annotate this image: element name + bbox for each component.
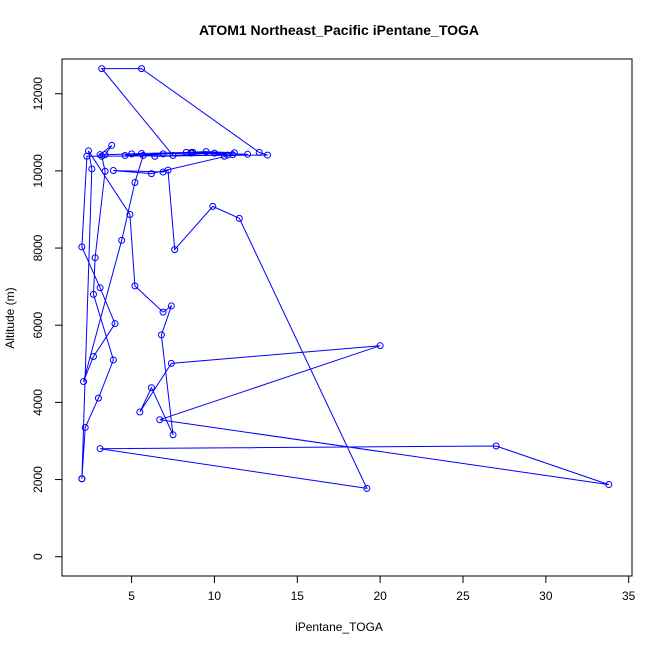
data-point <box>363 484 371 492</box>
data-point <box>136 408 144 416</box>
data-point <box>101 151 109 159</box>
data-point <box>91 254 99 262</box>
data-point <box>89 290 97 298</box>
y-tick-label: 0 <box>31 553 45 560</box>
data-point <box>164 166 172 174</box>
x-tick-label: 20 <box>373 589 387 603</box>
x-tick-label: 25 <box>456 589 470 603</box>
data-point <box>111 320 119 328</box>
data-point <box>139 151 147 159</box>
data-point <box>108 141 116 149</box>
data-point <box>131 282 139 290</box>
y-axis: 0 2000 4000 6000 8000 10000 12000 <box>31 77 63 560</box>
y-axis-label: Altitude (m) <box>3 287 17 348</box>
data-point <box>169 151 177 159</box>
y-tick-label: 6000 <box>31 312 45 339</box>
x-tick-label: 15 <box>291 589 305 603</box>
data-point <box>230 149 238 157</box>
data-point <box>138 65 146 73</box>
data-point <box>202 148 210 156</box>
data-point <box>138 150 146 158</box>
data-point <box>98 65 106 73</box>
data-point <box>244 150 252 158</box>
plot-area-border <box>61 58 633 577</box>
data-point <box>118 236 126 244</box>
data-point <box>263 151 271 159</box>
x-tick-label: 5 <box>128 589 135 603</box>
data-point <box>81 423 89 431</box>
data-point <box>151 152 159 160</box>
data-point <box>147 170 155 178</box>
series-path <box>81 68 609 490</box>
data-point <box>167 302 175 310</box>
data-point <box>210 149 218 157</box>
data-point <box>171 246 179 254</box>
data-point <box>169 431 177 439</box>
data-point <box>109 356 117 364</box>
data-point <box>147 384 155 392</box>
data-point <box>94 394 102 402</box>
y-tick-label: 4000 <box>31 389 45 416</box>
y-tick-label: 8000 <box>31 234 45 261</box>
x-tick-label: 30 <box>539 589 553 603</box>
data-point <box>157 331 165 339</box>
series-points <box>78 65 613 492</box>
data-point <box>255 148 263 156</box>
data-point <box>128 150 136 158</box>
data-point <box>96 445 104 453</box>
chart-title: ATOM1 Northeast_Pacific iPentane_TOGA <box>199 22 479 38</box>
data-point <box>88 165 96 173</box>
data-point <box>101 167 109 175</box>
data-point <box>220 152 228 160</box>
data-point <box>224 151 232 159</box>
data-point <box>96 151 104 159</box>
y-tick-label: 10000 <box>31 154 45 188</box>
data-point <box>182 148 190 156</box>
series-line <box>81 68 609 490</box>
data-point <box>78 475 86 483</box>
data-point <box>121 151 129 159</box>
data-point <box>605 481 613 489</box>
data-point <box>167 359 175 367</box>
data-point <box>159 308 167 316</box>
data-point <box>131 178 139 186</box>
data-point <box>80 378 88 386</box>
data-point <box>159 150 167 158</box>
y-tick-label: 12000 <box>31 77 45 111</box>
data-point <box>235 214 243 222</box>
data-point <box>209 202 217 210</box>
x-axis-label: iPentane_TOGA <box>295 620 383 634</box>
data-point <box>376 342 384 350</box>
data-point <box>187 149 195 157</box>
data-point <box>96 284 104 292</box>
data-point <box>492 442 500 450</box>
data-point <box>229 151 237 159</box>
data-point <box>85 147 93 155</box>
data-point <box>78 243 86 251</box>
y-tick-label: 2000 <box>31 466 45 493</box>
data-point <box>109 167 117 175</box>
x-axis: 5 10 15 20 25 30 35 <box>128 575 636 603</box>
x-tick-label: 10 <box>208 589 222 603</box>
data-point <box>98 152 106 160</box>
data-point <box>156 416 164 424</box>
data-point <box>89 352 97 360</box>
data-point <box>126 210 134 218</box>
x-tick-label: 35 <box>622 589 636 603</box>
